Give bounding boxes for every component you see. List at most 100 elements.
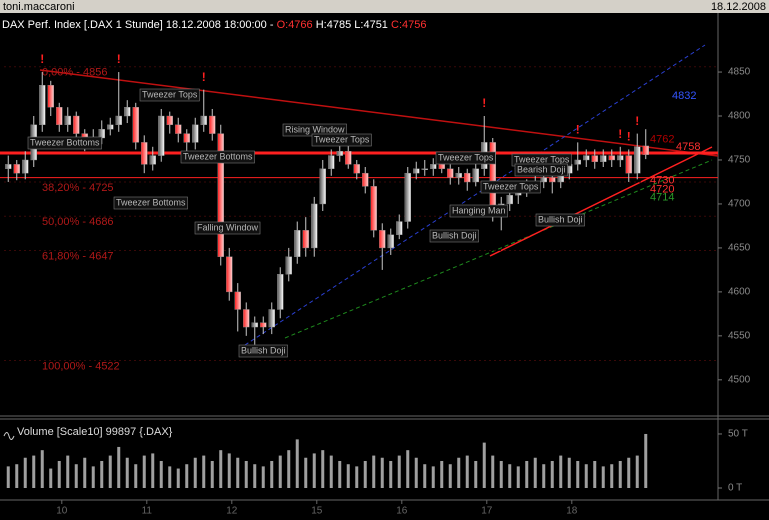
volume-bar	[304, 457, 308, 488]
y-tick-label: 4550	[728, 330, 751, 341]
y-tick-label: 4800	[728, 111, 751, 122]
annotation-box	[429, 229, 479, 243]
candle-body	[506, 194, 513, 205]
volume-bar	[23, 457, 27, 488]
x-tick-label: 16	[396, 506, 408, 517]
volume-bar	[74, 464, 78, 488]
trend-line	[489, 146, 713, 257]
volume-bar	[15, 464, 19, 488]
annotation: Tweezer Bottoms	[183, 151, 253, 161]
volume-bar	[261, 466, 265, 488]
candle-body	[294, 230, 301, 257]
alert-marker: !	[202, 70, 206, 84]
candle-body	[277, 274, 284, 310]
volume-bar	[601, 466, 605, 488]
candle-body	[251, 322, 258, 328]
volume-bar	[584, 464, 588, 488]
volume-bar	[431, 466, 435, 488]
volume-bar	[40, 450, 44, 488]
candle-body	[396, 221, 403, 235]
fib-label: 61,80% - 4647	[42, 250, 114, 262]
volume-bar	[295, 439, 299, 488]
alert-marker: !	[627, 130, 631, 144]
candle-body	[200, 115, 207, 126]
candle-body	[64, 115, 71, 126]
volume-bar	[610, 464, 614, 488]
candle-body	[243, 309, 250, 328]
candle-body	[634, 146, 641, 174]
volume-bar	[346, 464, 350, 488]
candle-body	[107, 124, 114, 130]
open-label: O:4766	[277, 19, 313, 31]
volume-bar	[542, 464, 546, 488]
volume-bar	[635, 455, 639, 488]
title-bar	[0, 0, 769, 13]
candle-body	[353, 164, 360, 174]
candle-body	[56, 107, 63, 126]
candle-body	[234, 291, 241, 310]
fib-label: 50,00% - 4686	[42, 216, 114, 228]
volume-bar	[57, 460, 61, 488]
candle-body	[336, 150, 343, 156]
volume-bar	[168, 466, 172, 488]
candle-body	[209, 115, 216, 134]
volume-bar	[533, 457, 537, 488]
volume-bar	[108, 455, 112, 488]
volume-bar	[491, 455, 495, 488]
annotation: Bullish Doji	[241, 345, 286, 355]
level-label: 4714	[650, 192, 674, 204]
candle-body	[217, 133, 224, 257]
volume-bar	[618, 460, 622, 488]
volume-bar	[406, 450, 410, 488]
candle-body	[124, 107, 131, 117]
level-label: 4832	[672, 90, 696, 102]
trend-line	[284, 159, 713, 339]
y-tick-label: 4850	[728, 67, 751, 78]
volume-bar	[525, 460, 529, 488]
low-label: L:4751	[354, 19, 388, 31]
candle-body	[47, 85, 54, 108]
candle-body	[141, 142, 148, 165]
volume-bar	[142, 455, 146, 488]
volume-bar	[32, 455, 36, 488]
candle-body	[430, 164, 437, 169]
annotation: Bearish Doji	[517, 164, 566, 174]
y-tick-label: 0 T	[728, 483, 742, 494]
candle-body	[285, 256, 292, 275]
candle-body	[625, 155, 632, 174]
y-tick-label: 4700	[728, 199, 751, 210]
volume-bar	[270, 460, 274, 488]
candle-body	[226, 256, 233, 293]
volume-bar	[134, 464, 138, 488]
alert-marker: !	[482, 96, 486, 110]
volume-bar	[474, 460, 478, 488]
candle-body	[268, 309, 275, 328]
volume-bar	[227, 453, 231, 488]
alert-marker: !	[117, 52, 121, 66]
candle-body	[192, 124, 199, 143]
volume-bar	[482, 442, 486, 488]
chart-title: DAX Perf. Index [.DAX 1 Stunde] 18.12.20…	[2, 19, 274, 31]
volume-bar	[440, 460, 444, 488]
volume-bar	[219, 450, 223, 488]
alert-marker: !	[635, 114, 639, 128]
volume-bar	[329, 455, 333, 488]
candle-body	[583, 155, 590, 161]
candle-body	[608, 155, 615, 161]
volume-bar	[91, 466, 95, 488]
volume-bar	[253, 464, 257, 488]
candle-body	[464, 172, 471, 183]
volume-bar	[338, 460, 342, 488]
volume-bar	[193, 457, 197, 488]
candle-body	[5, 164, 12, 169]
volume-bar	[185, 464, 189, 488]
annotation: Tweezer Tops	[438, 152, 494, 162]
volume-bar	[176, 468, 180, 488]
annotation-box	[535, 213, 585, 227]
annotation: Tweezer Tops	[483, 181, 539, 191]
candle-body	[387, 234, 394, 249]
candle-body	[166, 115, 173, 126]
